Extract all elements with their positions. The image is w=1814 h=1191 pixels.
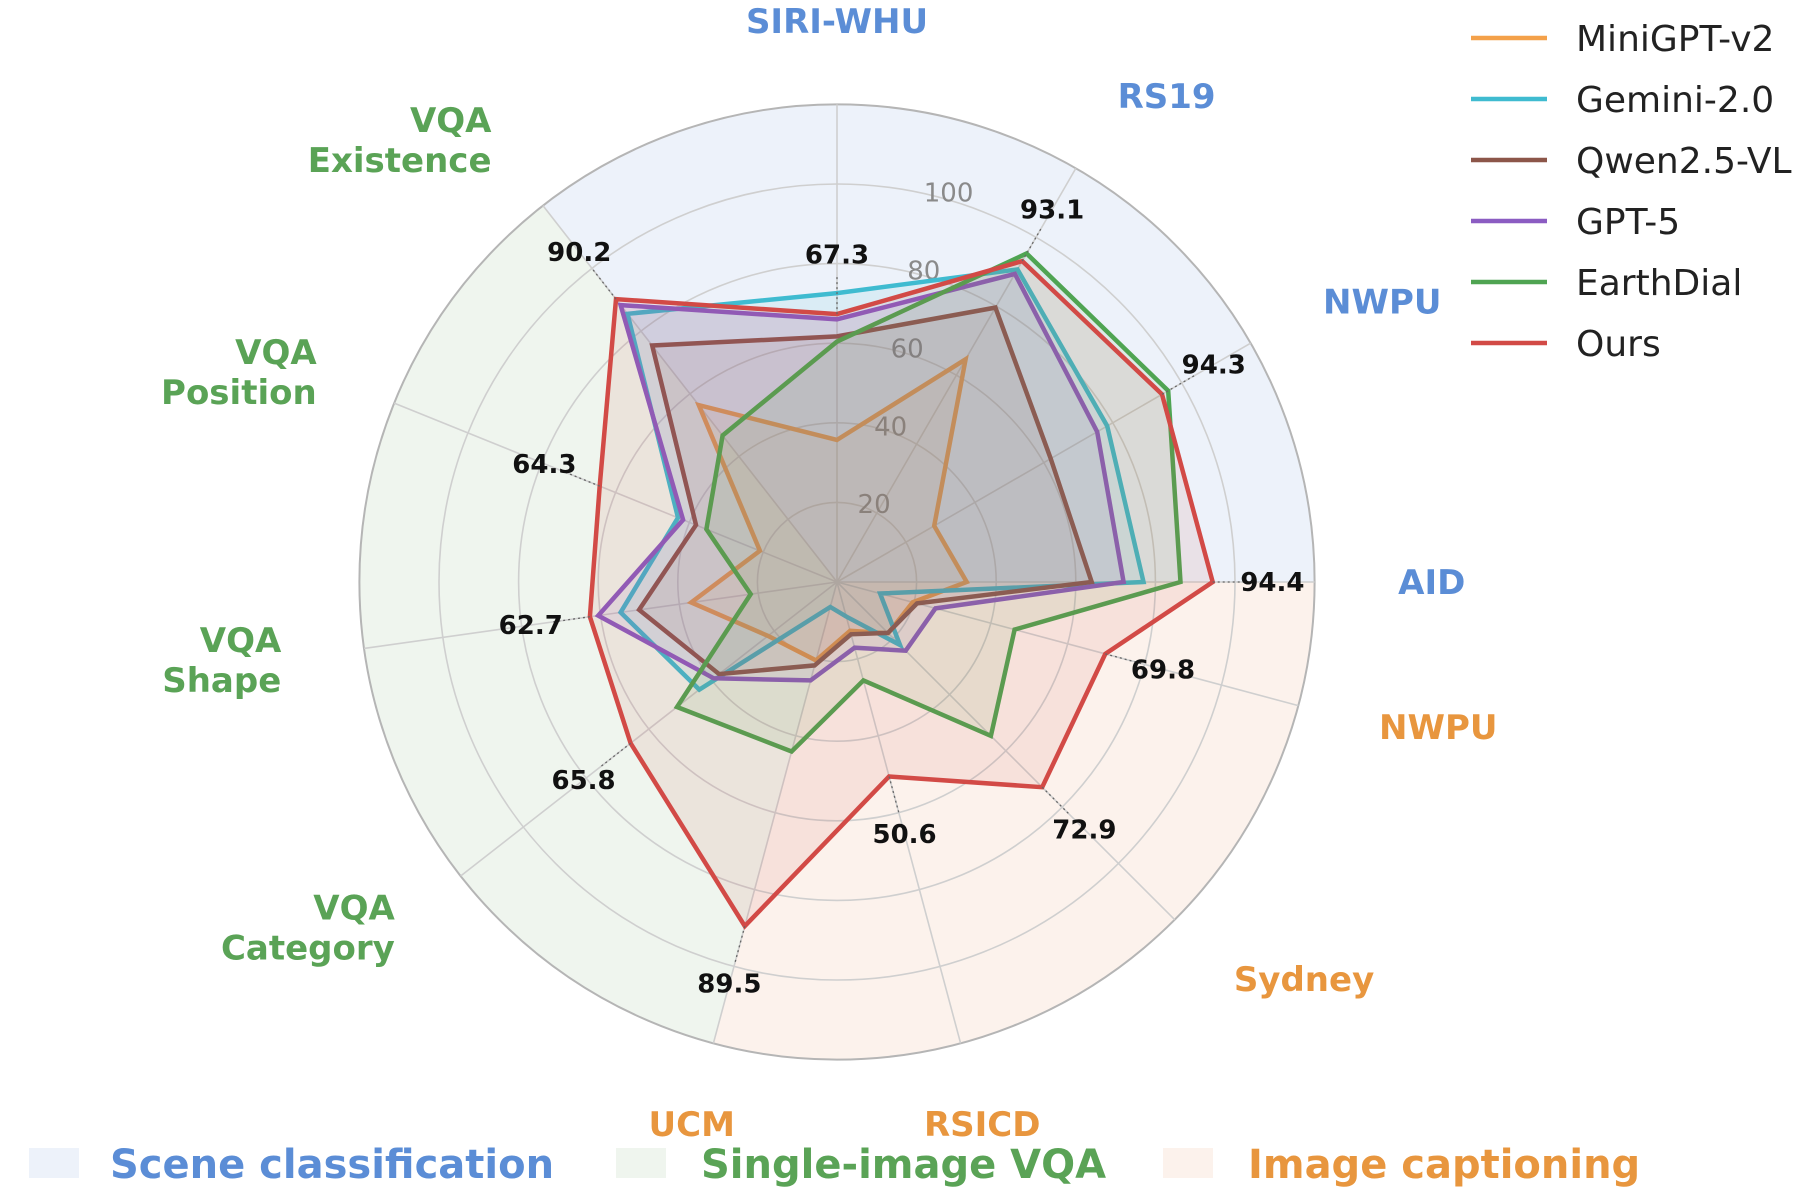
legend-label: EarthDial [1576,263,1742,304]
series-fill [598,273,1124,681]
group-legend-item: Single-image VQA [616,1142,1106,1188]
axis-label: VQA Category [221,888,396,968]
axis-spoke [460,581,838,877]
axis-label: VQA Shape [162,621,282,701]
legend-item: Qwen2.5-VL [1471,141,1792,182]
sector-single-image-vqa [359,205,837,1044]
axis-label-line: Shape [162,661,281,701]
axis-spoke [836,342,1252,583]
series-gemini-2-0 [617,266,1147,693]
axis-label: VQA Existence [308,101,492,181]
series-gpt-5 [594,271,1127,683]
series-fill [691,359,967,661]
axis-label-line: Position [161,373,317,413]
value-leader [590,267,617,300]
value-leader [1161,373,1197,395]
axis-label-line: SIRI-WHU [746,2,928,42]
axis-label: RS19 [1118,77,1216,117]
axis-label-line: VQA [410,101,492,141]
group-legend-item: Scene classification [29,1142,554,1188]
value-label: 89.5 [697,970,761,1000]
value-leader [888,776,901,816]
axis-label: AID [1398,563,1465,603]
series-qwen2-5-vl [636,305,1095,677]
sector-image-captioning [713,582,1315,1060]
value-leader [550,616,590,623]
value-label: 67.3 [805,240,869,270]
r-tick-label: 20 [858,490,891,520]
axis-label: VQA Position [161,333,317,413]
legend-label: Ours [1576,324,1661,365]
axis-label: Sydney [1234,960,1374,1000]
axis-label-line: VQA [235,333,317,373]
legend-item: EarthDial [1471,263,1742,304]
group-legend-swatch [29,1148,79,1178]
axis-spoke [836,581,962,1044]
value-label: 94.4 [1240,568,1304,598]
group-legend-swatch [616,1148,666,1178]
legend-label: Qwen2.5-VL [1576,141,1792,182]
axis-label: NWPU [1323,282,1442,322]
legend-item: Ours [1471,324,1661,365]
value-label: 93.1 [1020,195,1084,225]
axis-label-line: AID [1398,563,1465,603]
value-leader [562,470,600,487]
axis-spoke [542,205,838,583]
group-legend-swatch [1163,1148,1213,1178]
axis-label-line: RSICD [924,1105,1041,1145]
legend-item: GPT-5 [1471,202,1680,243]
series-fill [620,269,1144,690]
series-minigpt-v2 [686,354,970,664]
group-legend-item: Image captioning [1163,1142,1640,1188]
axis-label-line: Category [221,928,395,968]
axis-label-line: UCM [649,1105,735,1145]
legend-label: MiniGPT-v2 [1576,19,1774,60]
r-tick-label: 100 [924,179,974,209]
value-leader [733,925,746,965]
legend-item: MiniGPT-v2 [1471,19,1774,60]
group-legend-label: Image captioning [1248,1142,1640,1188]
axis-spoke [836,167,1077,583]
value-label: 90.2 [547,238,611,268]
axis-label-line: NWPU [1379,708,1498,748]
series-fill [677,253,1181,752]
value-leader [1041,786,1071,816]
axis-spoke [393,402,838,583]
axis-label-line: NWPU [1323,282,1442,322]
axis-label: NWPU [1379,708,1498,748]
series-fill [639,307,1092,675]
legend-item: Gemini-2.0 [1471,80,1774,121]
group-legend-label: Scene classification [110,1142,554,1188]
series-fill [589,261,1213,927]
r-tick-label: 60 [891,334,924,364]
series-earthdial [673,250,1183,755]
axis-label-line: RS19 [1118,77,1216,117]
axis-label-line: VQA [313,888,395,928]
value-label: 72.9 [1052,815,1116,845]
legend-label: GPT-5 [1576,202,1680,243]
value-leader [598,742,632,769]
axis-label: RSICD [924,1105,1041,1145]
axis-label: SIRI-WHU [746,2,928,42]
axis-label-line: Sydney [1234,960,1374,1000]
axis-spoke [836,581,1176,921]
value-leader [1021,226,1043,262]
value-label: 50.6 [872,820,936,850]
value-label: 69.8 [1131,655,1195,685]
group-legend-label: Single-image VQA [701,1142,1106,1188]
value-label: 64.3 [512,450,576,480]
axis-label: UCM [649,1105,735,1145]
value-leader [1105,653,1144,665]
r-tick-label: 40 [874,412,907,442]
value-label: 62.7 [499,611,563,641]
axis-label-line: VQA [200,621,282,661]
legend-label: Gemini-2.0 [1576,80,1774,121]
value-label: 94.3 [1182,350,1246,380]
value-label: 65.8 [552,766,616,796]
sector-scene-classification [543,104,1315,583]
axis-label-line: Existence [308,141,492,181]
